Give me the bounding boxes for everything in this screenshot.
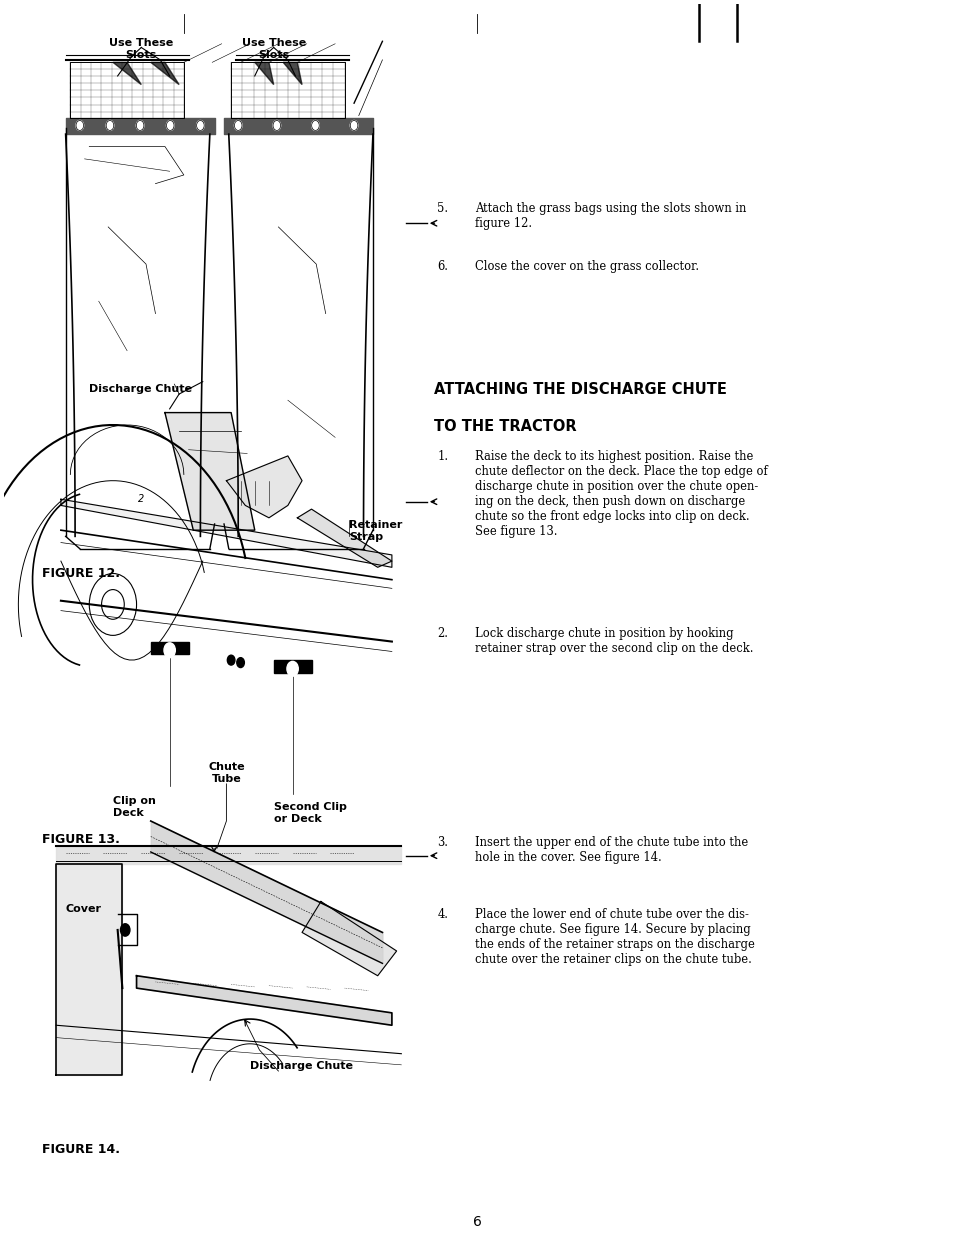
Circle shape [164, 643, 175, 658]
Circle shape [234, 121, 242, 131]
Text: 6: 6 [472, 1215, 481, 1229]
Polygon shape [165, 412, 254, 531]
Polygon shape [151, 642, 189, 654]
Polygon shape [297, 510, 392, 567]
Text: 2: 2 [138, 495, 144, 505]
Text: Place the lower end of chute tube over the dis-
charge chute. See figure 14. Sec: Place the lower end of chute tube over t… [475, 907, 754, 966]
Text: TO THE TRACTOR: TO THE TRACTOR [434, 419, 577, 434]
Text: FIGURE 14.: FIGURE 14. [42, 1143, 120, 1156]
Polygon shape [226, 456, 302, 518]
Text: Second Clip
or Deck: Second Clip or Deck [274, 802, 346, 824]
Text: Chute
Tube: Chute Tube [208, 763, 245, 784]
Circle shape [136, 121, 144, 131]
Circle shape [76, 121, 84, 131]
Text: Insert the upper end of the chute tube into the
hole in the cover. See figure 14: Insert the upper end of the chute tube i… [475, 836, 747, 863]
Circle shape [120, 923, 130, 936]
Text: ATTACHING THE DISCHARGE CHUTE: ATTACHING THE DISCHARGE CHUTE [434, 381, 726, 396]
Text: Attach the grass bags using the slots shown in
figure 12.: Attach the grass bags using the slots sh… [475, 202, 745, 231]
Circle shape [350, 121, 357, 131]
Polygon shape [136, 976, 392, 1025]
Text: 5.: 5. [436, 202, 448, 216]
Text: Discharge Chute: Discharge Chute [250, 1062, 353, 1072]
Polygon shape [112, 62, 141, 85]
Polygon shape [274, 660, 312, 673]
Text: Close the cover on the grass collector.: Close the cover on the grass collector. [475, 260, 699, 273]
Polygon shape [56, 846, 401, 865]
Polygon shape [61, 500, 392, 567]
Text: Lock discharge chute in position by hooking
retainer strap over the second clip : Lock discharge chute in position by hook… [475, 627, 753, 654]
Polygon shape [254, 62, 274, 85]
Text: 1.: 1. [436, 450, 448, 462]
Text: Clip on
Deck: Clip on Deck [112, 796, 155, 817]
Text: 6.: 6. [436, 260, 448, 273]
Circle shape [287, 662, 298, 677]
Circle shape [312, 121, 319, 131]
Text: 2.: 2. [436, 627, 448, 639]
Text: Discharge Chute: Discharge Chute [90, 384, 193, 394]
Text: Use These
Slots: Use These Slots [109, 39, 173, 60]
Circle shape [196, 121, 204, 131]
Circle shape [166, 121, 173, 131]
Text: FIGURE 13.: FIGURE 13. [42, 834, 120, 846]
Text: Cover: Cover [66, 903, 102, 913]
Polygon shape [56, 865, 122, 1075]
Text: 3.: 3. [436, 836, 448, 849]
Circle shape [227, 655, 234, 665]
Circle shape [106, 121, 113, 131]
Polygon shape [283, 62, 302, 85]
Polygon shape [302, 901, 396, 976]
Circle shape [236, 658, 244, 668]
Text: Raise the deck to its highest position. Raise the
chute deflector on the deck. P: Raise the deck to its highest position. … [475, 450, 767, 538]
Polygon shape [151, 62, 179, 85]
Text: FIGURE 12.: FIGURE 12. [42, 567, 120, 581]
Circle shape [273, 121, 280, 131]
Text: 4.: 4. [436, 907, 448, 921]
Text: Retainer
Strap: Retainer Strap [349, 521, 402, 542]
Text: Use These
Slots: Use These Slots [241, 39, 306, 60]
